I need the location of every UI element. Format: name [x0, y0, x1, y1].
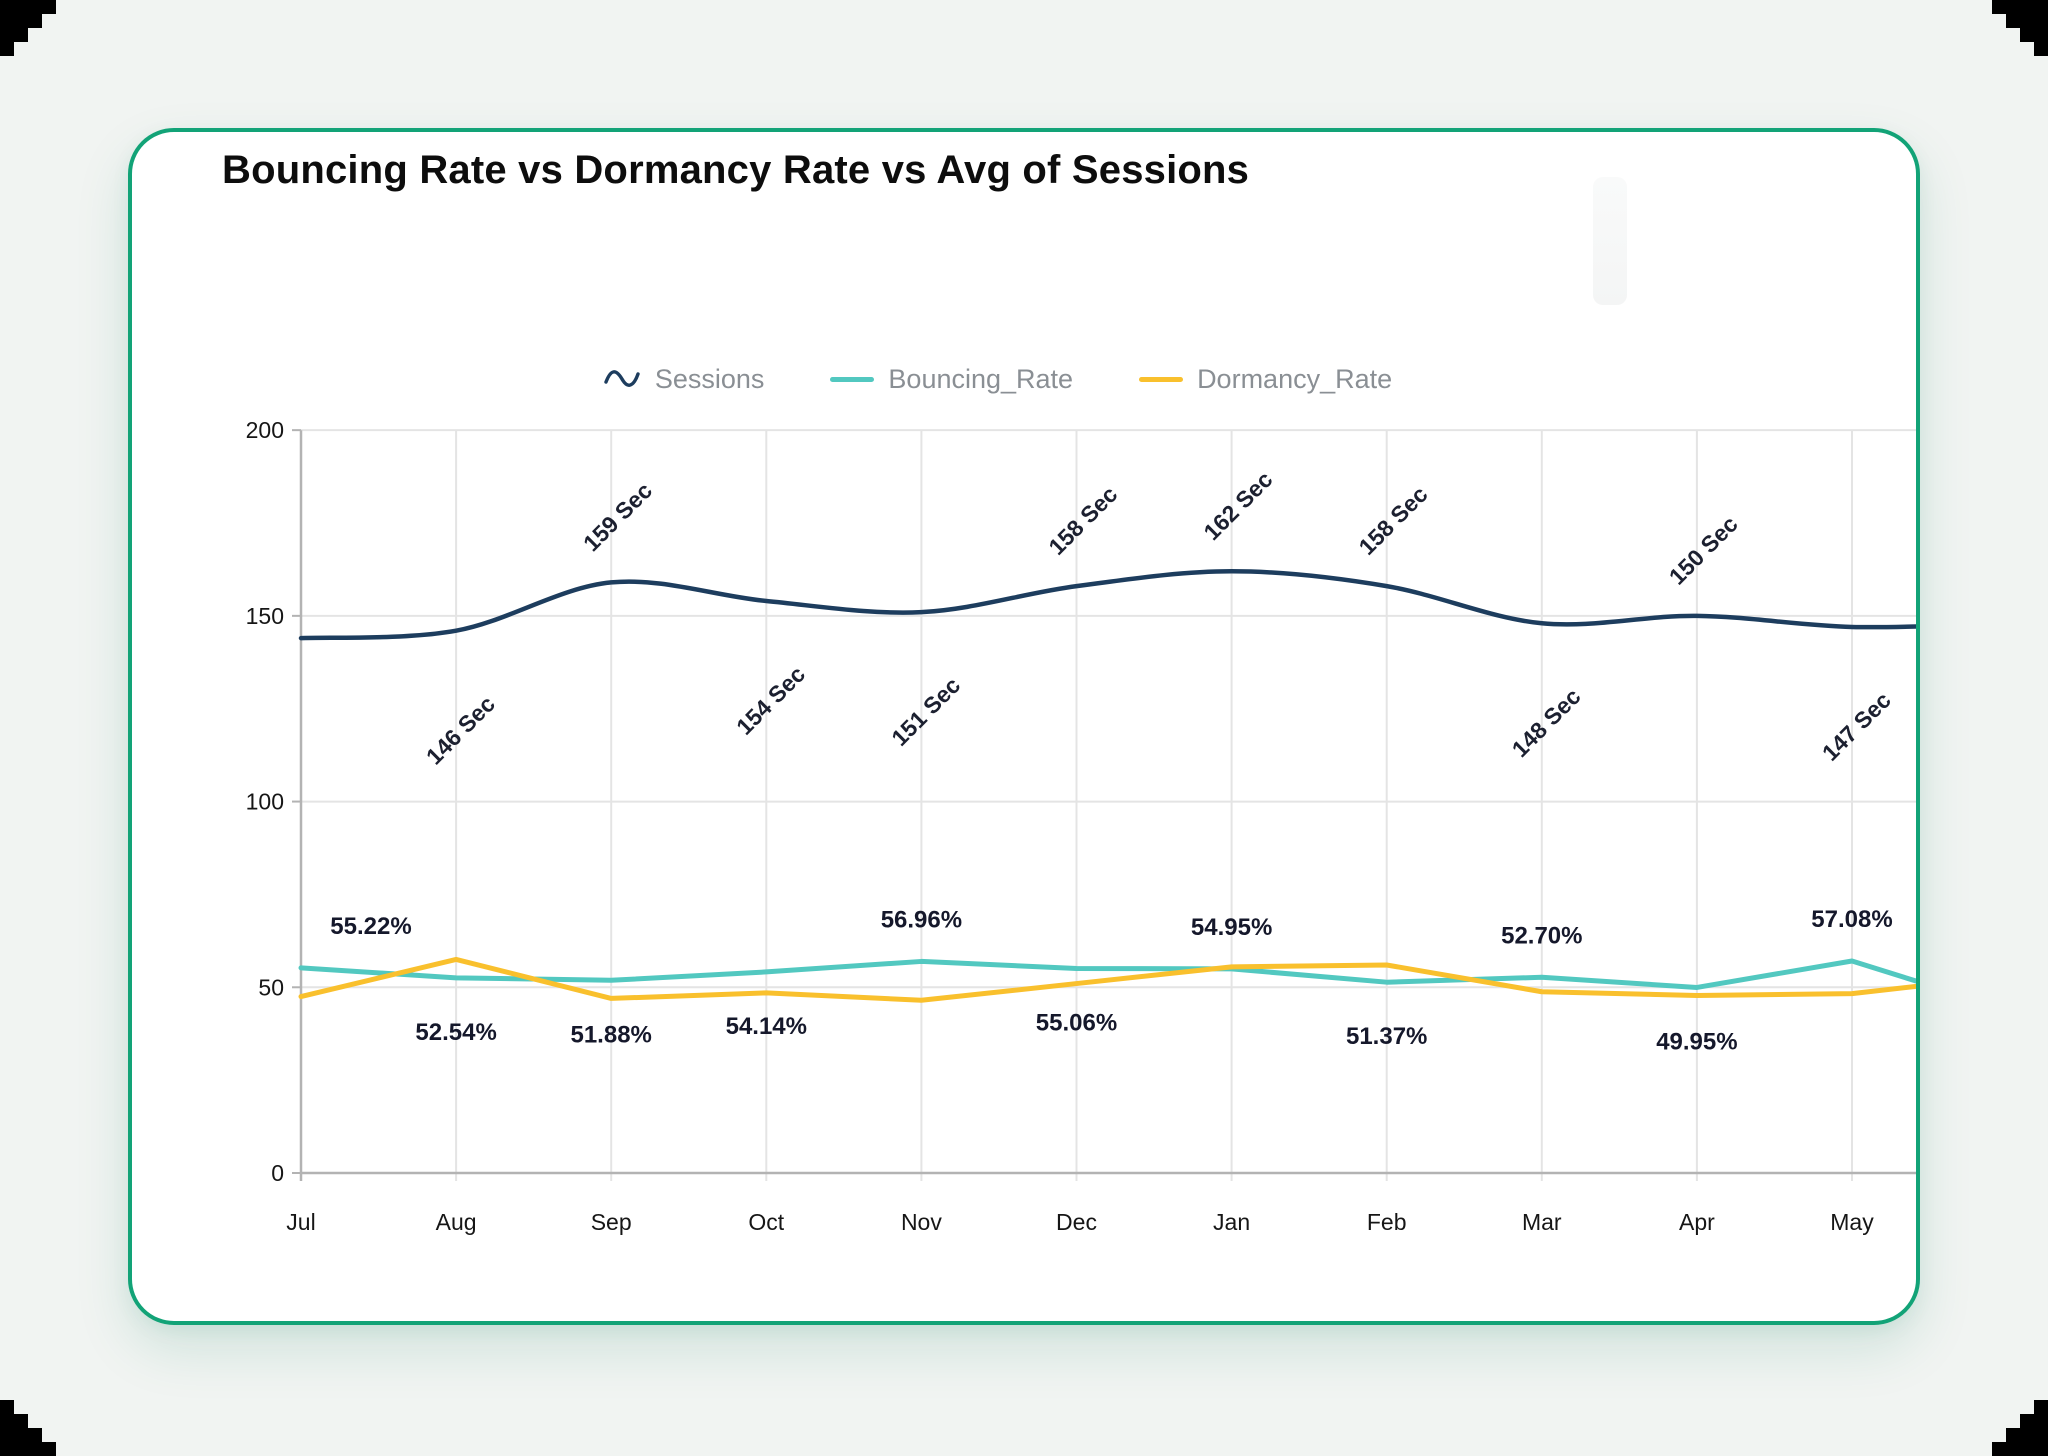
x-tick-label: Mar [1522, 1209, 1562, 1235]
y-tick-label: 100 [246, 789, 284, 815]
x-tick-label: Jul [286, 1209, 315, 1235]
y-tick-label: 50 [258, 974, 284, 1000]
data-label-sessions: 146 Sec [421, 690, 500, 769]
x-tick-label: Dec [1056, 1209, 1097, 1235]
series-line-sessions [298, 569, 1916, 641]
data-label-bouncing-rate: 55.22% [330, 913, 411, 940]
page-title: Bouncing Rate vs Dormancy Rate vs Avg of… [222, 148, 1250, 192]
x-tick-label: Aug [436, 1209, 477, 1235]
data-label-bouncing-rate: 54.14% [726, 1013, 807, 1040]
corner-marker-bottom-left [0, 1400, 56, 1456]
data-label-sessions: 150 Sec [1664, 511, 1743, 590]
data-label-bouncing-rate: 52.70% [1501, 922, 1582, 949]
data-label-bouncing-rate: 51.37% [1346, 1023, 1427, 1050]
data-label-sessions: 159 Sec [578, 477, 657, 556]
data-label-sessions: 158 Sec [1354, 481, 1433, 560]
data-label-sessions: 154 Sec [731, 661, 810, 740]
data-label-sessions: 148 Sec [1507, 683, 1586, 762]
x-tick-label: Sep [591, 1209, 632, 1235]
series-line-bouncing_rate [298, 958, 1916, 990]
legend-item-bouncing-rate[interactable]: Bouncing_Rate [830, 364, 1073, 395]
dormancy-rate-line-icon [1139, 376, 1184, 382]
x-tick-label: Oct [748, 1209, 784, 1235]
faded-scrollbar-artifact [1593, 177, 1627, 305]
y-tick-label: 0 [271, 1160, 284, 1186]
data-label-bouncing-rate: 54.95% [1191, 914, 1272, 941]
legend-item-sessions[interactable]: Sessions [603, 363, 765, 395]
data-label-bouncing-rate: 56.96% [881, 906, 962, 933]
series-line-dormancy_rate [298, 956, 1916, 1003]
x-tick-label: Feb [1367, 1209, 1407, 1235]
data-label-sessions: 151 Sec [886, 672, 965, 751]
chart-legend: Sessions Bouncing_Rate Dormancy_Rate [190, 356, 1805, 402]
legend-label-sessions: Sessions [654, 363, 765, 394]
bouncing-rate-line-icon [830, 376, 875, 382]
data-label-bouncing-rate: 55.06% [1036, 1009, 1117, 1036]
data-label-sessions: 147 Sec [1817, 687, 1896, 766]
x-tick-label: Apr [1679, 1209, 1715, 1235]
data-label-bouncing-rate: 51.88% [570, 1021, 651, 1048]
corner-marker-top-right [1992, 0, 2048, 56]
data-label-sessions: 162 Sec [1198, 466, 1277, 545]
data-label-bouncing-rate: 49.95% [1656, 1028, 1737, 1055]
legend-label-bouncing-rate: Bouncing_Rate [888, 363, 1074, 394]
corner-marker-top-left [0, 0, 56, 56]
corner-marker-bottom-right [1992, 1400, 2048, 1456]
data-label-bouncing-rate: 52.54% [415, 1019, 496, 1046]
legend-item-dormancy-rate[interactable]: Dormancy_Rate [1139, 364, 1392, 395]
sessions-wave-icon [603, 366, 641, 392]
y-tick-label: 200 [246, 417, 284, 443]
x-tick-label: May [1830, 1209, 1874, 1235]
x-tick-label: Nov [901, 1209, 942, 1235]
y-tick-label: 150 [246, 603, 284, 629]
data-label-sessions: 158 Sec [1043, 481, 1122, 560]
x-tick-label: Jan [1213, 1209, 1250, 1235]
line-chart-plot-area[interactable]: 146 Sec 159 Sec 154 Sec 151 Sec 158 Sec 162 S… [128, 128, 1920, 1325]
chart-card: Bouncing Rate vs Dormancy Rate vs Avg of… [128, 128, 1920, 1325]
data-label-bouncing-rate: 57.08% [1811, 906, 1892, 933]
legend-label-dormancy-rate: Dormancy_Rate [1197, 363, 1393, 394]
